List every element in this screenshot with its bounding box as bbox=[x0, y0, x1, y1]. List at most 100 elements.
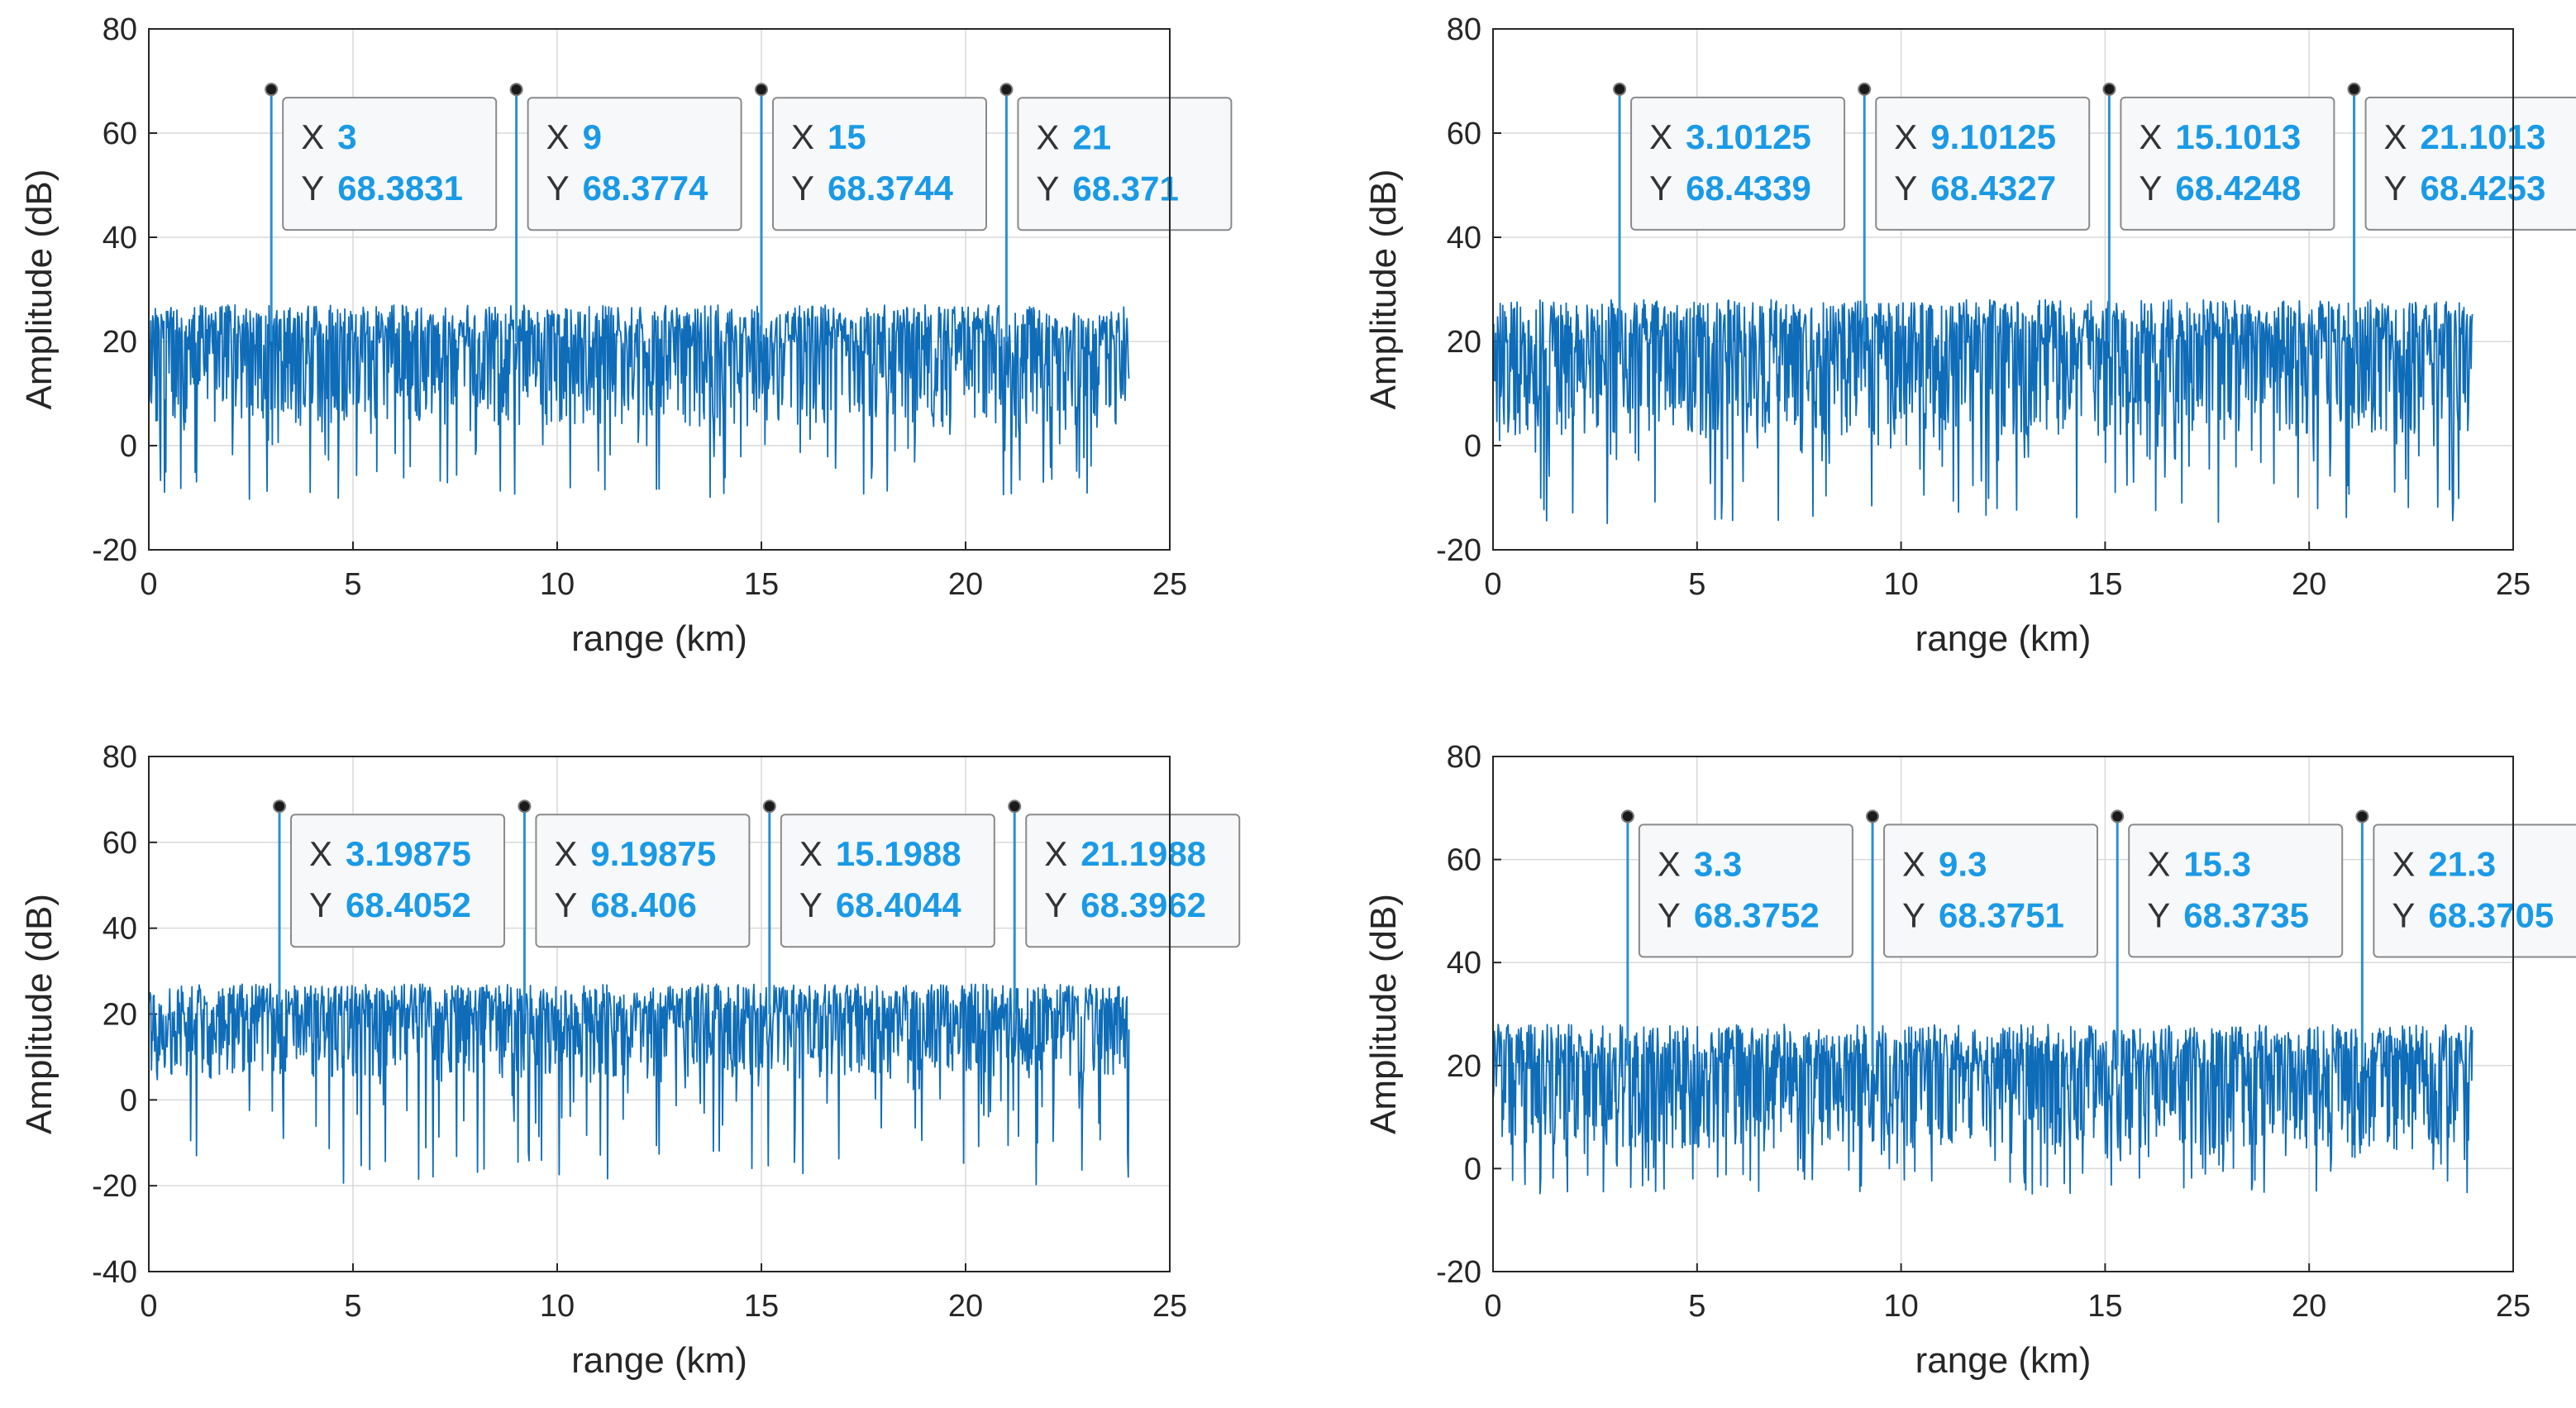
data-tip-x-value: 15.1988 bbox=[836, 834, 961, 873]
x-tick-label: 5 bbox=[1688, 1289, 1705, 1324]
data-tip-box bbox=[772, 97, 987, 231]
data-tip-y-key: Y bbox=[1649, 169, 1672, 208]
data-tip-x-value: 15.1013 bbox=[2175, 117, 2301, 156]
y-tick-label: -40 bbox=[92, 1255, 137, 1290]
data-tip-x-key: X bbox=[1658, 844, 1681, 883]
peak-marker[interactable] bbox=[2355, 809, 2369, 823]
data-tip-x-value: 3.3 bbox=[1694, 844, 1742, 883]
x-tick-label: 0 bbox=[1484, 567, 1501, 602]
signal-trace bbox=[148, 304, 1130, 500]
peak-marker[interactable] bbox=[1858, 82, 1872, 96]
peak-marker[interactable] bbox=[2347, 82, 2361, 96]
data-tip-box bbox=[535, 814, 751, 948]
x-tick-label: 15 bbox=[2087, 1289, 2122, 1324]
peak-marker[interactable] bbox=[1613, 82, 1627, 96]
data-tip[interactable]: X 21.1988 Y 68.3962 bbox=[1025, 814, 1241, 948]
data-tip[interactable]: X 15.1013 Y 68.4248 bbox=[2120, 96, 2335, 231]
data-tip[interactable]: X 3Y 68.3831 bbox=[282, 97, 498, 231]
data-tip-y-value: 68.3831 bbox=[337, 169, 463, 208]
data-tip-x-key: X bbox=[301, 117, 324, 156]
data-tip[interactable]: X 15.1988 Y 68.4044 bbox=[780, 814, 995, 948]
data-tip-y-key: Y bbox=[1036, 169, 1059, 208]
peak-marker[interactable] bbox=[999, 83, 1014, 97]
y-tick-label: 20 bbox=[1447, 325, 1481, 360]
peak-marker[interactable] bbox=[273, 799, 287, 814]
data-tip-x-key: X bbox=[791, 117, 814, 156]
data-tip-y-key: Y bbox=[2392, 895, 2415, 934]
x-tick-label: 25 bbox=[1152, 1289, 1187, 1324]
peak-marker[interactable] bbox=[518, 799, 532, 814]
data-tip-x-key: X bbox=[2147, 844, 2170, 883]
data-tip[interactable]: X 3.10125 Y 68.4339 bbox=[1630, 96, 1846, 231]
data-tip-box bbox=[2120, 96, 2335, 231]
data-tip[interactable]: X 9.19875 Y 68.406 bbox=[535, 814, 751, 948]
data-tip[interactable]: X 21.1013 Y 68.4253 bbox=[2364, 96, 2576, 231]
x-axis-label: range (km) bbox=[1915, 618, 2092, 659]
data-tip-box bbox=[2364, 96, 2576, 231]
data-tip-x-key: X bbox=[799, 834, 823, 873]
data-tip-box bbox=[1630, 96, 1846, 231]
y-tick-label: 0 bbox=[120, 1083, 137, 1118]
data-tip-y-key: Y bbox=[791, 169, 814, 208]
peak-marker[interactable] bbox=[2102, 82, 2116, 96]
y-axis-label: Amplitude (dB) bbox=[19, 894, 60, 1134]
data-tip[interactable]: X 3.19875 Y 68.4052 bbox=[290, 814, 506, 948]
data-tip-x-key: X bbox=[546, 117, 570, 156]
data-tip[interactable]: X 3.3 Y 68.3752 bbox=[1638, 823, 1853, 958]
x-tick-label: 0 bbox=[140, 1289, 157, 1324]
y-tick-label: 60 bbox=[103, 117, 137, 151]
x-tick-label: 10 bbox=[540, 1289, 575, 1324]
y-tick-label: 20 bbox=[1447, 1049, 1481, 1084]
data-tip[interactable]: X 9.3 Y 68.3751 bbox=[1883, 823, 2099, 958]
peak-marker[interactable] bbox=[2111, 809, 2125, 823]
data-tip-y-value: 68.4339 bbox=[1686, 169, 1811, 208]
data-tip-box bbox=[1638, 823, 1853, 958]
y-tick-label: -20 bbox=[1436, 1255, 1481, 1290]
data-tip[interactable]: X 15 Y 68.3744 bbox=[772, 97, 987, 231]
x-tick-label: 20 bbox=[948, 1289, 983, 1324]
peak-marker[interactable] bbox=[762, 799, 776, 814]
data-tip[interactable]: X 9Y 68.3774 bbox=[527, 97, 742, 231]
x-tick-label: 25 bbox=[2496, 567, 2531, 602]
peak-marker[interactable] bbox=[265, 83, 279, 97]
data-tip-y-value: 68.4327 bbox=[1930, 169, 2056, 208]
data-tip-x-value: 21 bbox=[1072, 117, 1111, 156]
data-tip-x-value: 3 bbox=[337, 117, 356, 156]
axes-frame bbox=[148, 28, 1171, 551]
data-tip-box bbox=[1875, 96, 2091, 231]
data-tip-x-value: 15.3 bbox=[2183, 844, 2251, 883]
peak-marker[interactable] bbox=[1620, 809, 1634, 823]
data-tip-x-key: X bbox=[554, 834, 577, 873]
y-tick-label: 0 bbox=[120, 429, 137, 464]
peak-marker[interactable] bbox=[1008, 799, 1022, 814]
peak-marker[interactable] bbox=[755, 83, 768, 97]
data-tip-y-key: Y bbox=[546, 169, 570, 208]
x-tick-label: 5 bbox=[1688, 567, 1705, 602]
data-tip-x-key: X bbox=[2392, 844, 2415, 883]
data-tip-y-key: Y bbox=[1658, 895, 1681, 934]
x-tick-label: 10 bbox=[540, 567, 575, 602]
data-tip-x-key: X bbox=[1902, 844, 1925, 883]
data-tip-y-value: 68.4248 bbox=[2175, 169, 2301, 208]
data-tip[interactable]: X 21.3 Y 68.3705 bbox=[2373, 823, 2576, 958]
x-tick-label: 20 bbox=[2292, 1289, 2326, 1324]
data-tip-x-value: 9 bbox=[583, 117, 602, 156]
x-tick-label: 15 bbox=[744, 567, 779, 602]
x-tick-label: 10 bbox=[1883, 567, 1918, 602]
x-axis-label: range (km) bbox=[1915, 1340, 2092, 1381]
data-tip-y-value: 68.3735 bbox=[2183, 895, 2309, 934]
data-tip[interactable]: X 21 Y 68.371 bbox=[1017, 97, 1233, 231]
data-tip-x-key: X bbox=[1894, 117, 1917, 156]
data-tip[interactable]: X 15.3 Y 68.3735 bbox=[2128, 823, 2344, 958]
x-tick-label: 15 bbox=[2087, 567, 2122, 602]
data-tip[interactable]: X 9.10125 Y 68.4327 bbox=[1875, 96, 2091, 231]
y-tick-label: 60 bbox=[1447, 117, 1481, 151]
data-tip-x-key: X bbox=[2384, 117, 2407, 156]
x-tick-label: 25 bbox=[1152, 567, 1187, 602]
peak-marker[interactable] bbox=[1866, 809, 1880, 823]
peak-marker[interactable] bbox=[509, 83, 523, 97]
x-tick-label: 10 bbox=[1883, 1289, 1918, 1324]
